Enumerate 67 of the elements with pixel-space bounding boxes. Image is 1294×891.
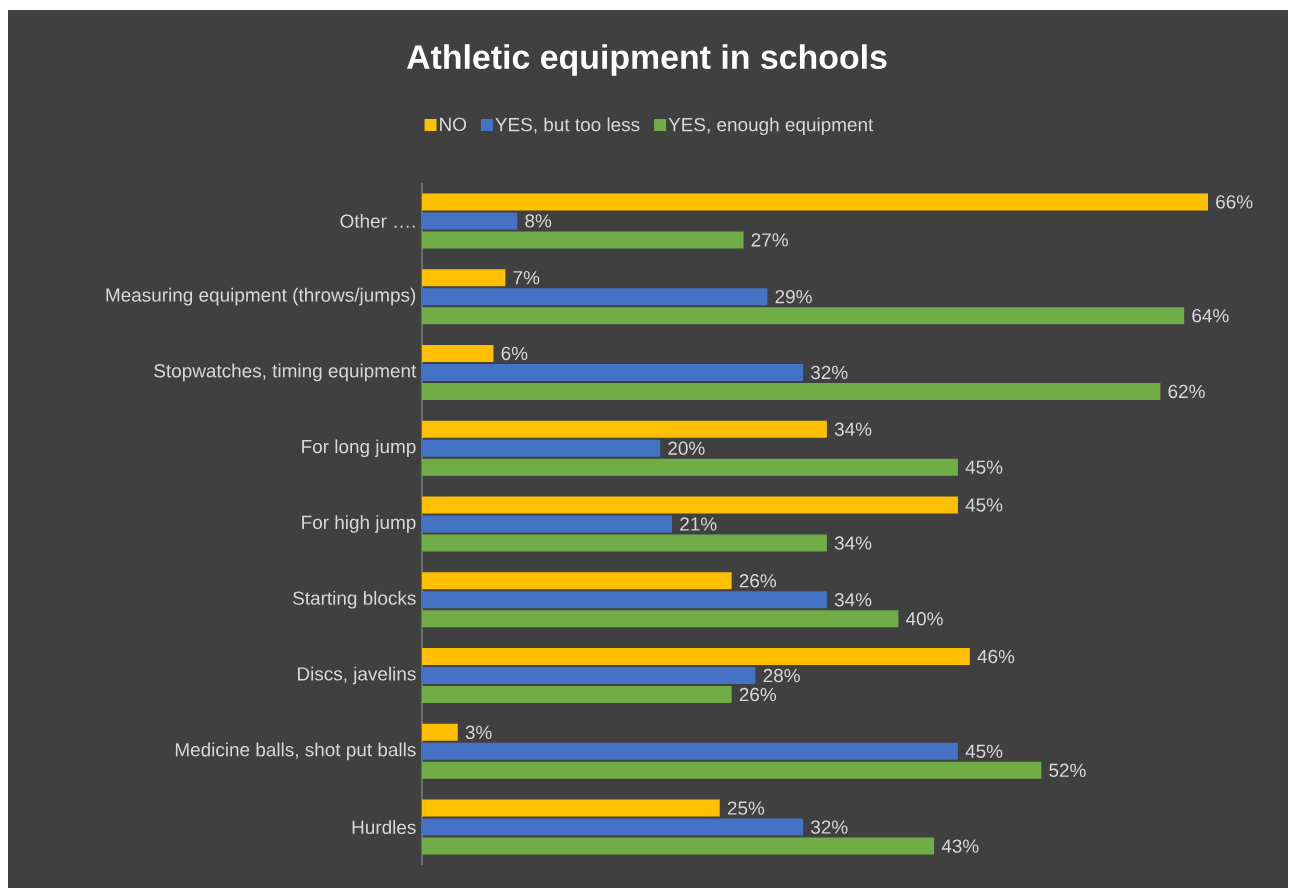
- data-label: 34%: [834, 593, 872, 607]
- bar: [422, 591, 827, 609]
- data-label: 27%: [751, 233, 788, 247]
- data-label: 32%: [811, 820, 848, 834]
- data-label: 46%: [977, 649, 1015, 664]
- data-label: 52%: [1049, 763, 1086, 778]
- bar: [422, 799, 720, 817]
- data-label: 26%: [739, 574, 777, 588]
- data-label: 7%: [513, 271, 540, 285]
- bar: [422, 269, 506, 287]
- data-label: 29%: [775, 289, 812, 304]
- data-label: 28%: [763, 668, 800, 683]
- bar: [422, 648, 970, 666]
- data-label: 62%: [1168, 384, 1205, 399]
- data-label: 45%: [965, 460, 1003, 474]
- bar: [422, 723, 458, 741]
- data-label: 34%: [834, 536, 872, 550]
- bar: [422, 496, 958, 514]
- bar: [422, 572, 732, 590]
- y-tick-label: Other ….: [340, 213, 415, 228]
- data-label: 6%: [501, 346, 528, 361]
- data-label: 8%: [525, 214, 552, 228]
- data-label: 66%: [1216, 195, 1253, 209]
- data-label: 20%: [668, 441, 705, 455]
- data-label: 32%: [811, 365, 848, 380]
- data-label: 45%: [965, 744, 1003, 758]
- y-tick-label: Stopwatches, timing equipment: [154, 363, 417, 382]
- bar: [422, 837, 935, 855]
- data-label: 25%: [727, 801, 765, 815]
- y-tick-label: Hurdles: [352, 820, 416, 835]
- bar: [422, 307, 1185, 325]
- y-tick-label: Starting blocks: [293, 590, 416, 609]
- y-tick-label: Measuring equipment (throws/jumps): [106, 287, 416, 306]
- bar: [422, 686, 732, 704]
- bar: [422, 761, 1042, 779]
- data-label: 45%: [965, 498, 1003, 512]
- bar: [422, 193, 1209, 211]
- data-label: 40%: [906, 612, 943, 626]
- y-tick-label: For long jump: [302, 439, 416, 458]
- data-label: 21%: [680, 517, 717, 531]
- data-label: 34%: [834, 422, 872, 436]
- bar: [422, 420, 827, 438]
- y-tick-label: Discs, javelins: [297, 666, 416, 685]
- y-tick-label: Medicine balls, shot put balls: [175, 742, 416, 761]
- bar: [422, 667, 756, 685]
- bar: [422, 818, 804, 836]
- bar: [422, 439, 661, 457]
- chart-title: Athletic equipment in schools: [406, 44, 887, 76]
- y-tick-label: For high jump: [302, 515, 416, 533]
- legend-label: YES, but too less: [495, 117, 640, 134]
- bar: [422, 382, 1161, 400]
- bar: [422, 344, 494, 362]
- data-label: 43%: [941, 839, 979, 853]
- bar: [422, 231, 744, 249]
- data-label: 64%: [1192, 308, 1229, 323]
- bar: [422, 288, 768, 306]
- data-label: 26%: [739, 687, 777, 702]
- bar: [422, 515, 673, 533]
- bar: [422, 742, 958, 760]
- legend-label: YES, enough equipment: [668, 117, 874, 136]
- legend-label: NO: [440, 117, 467, 132]
- data-label: 3%: [465, 725, 492, 740]
- bar: [422, 212, 518, 230]
- bar: [422, 610, 899, 628]
- bar: [422, 363, 804, 381]
- bar: [422, 534, 827, 552]
- bar: [422, 458, 958, 476]
